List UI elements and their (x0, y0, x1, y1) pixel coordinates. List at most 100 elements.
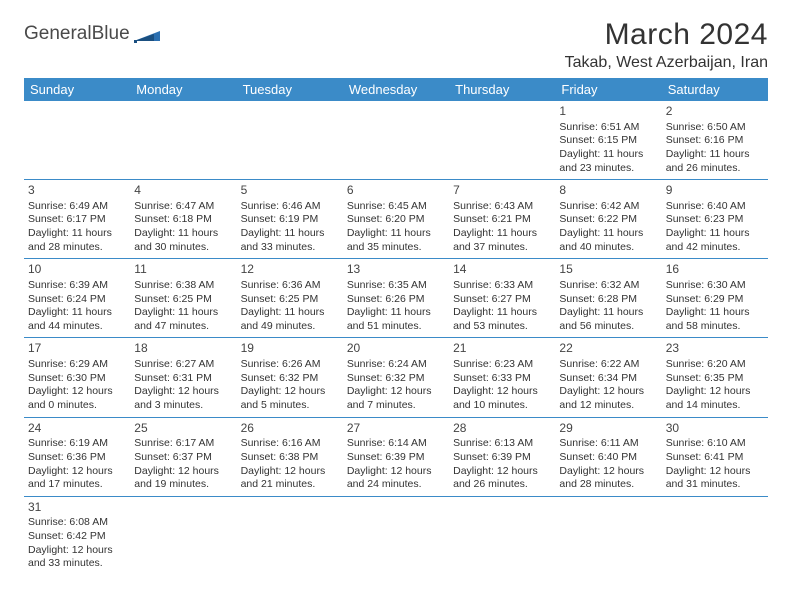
day-number: 27 (347, 421, 445, 437)
calendar-cell: 8Sunrise: 6:42 AMSunset: 6:22 PMDaylight… (555, 180, 661, 259)
day-info: Sunrise: 6:42 AMSunset: 6:22 PMDaylight:… (559, 200, 657, 255)
calendar-cell: 26Sunrise: 6:16 AMSunset: 6:38 PMDayligh… (237, 417, 343, 496)
day-info: Sunrise: 6:35 AMSunset: 6:26 PMDaylight:… (347, 279, 445, 334)
calendar-cell-empty (130, 101, 236, 180)
calendar-cell: 15Sunrise: 6:32 AMSunset: 6:28 PMDayligh… (555, 259, 661, 338)
weekday-header: Thursday (449, 78, 555, 101)
day-number: 25 (134, 421, 232, 437)
calendar-cell: 28Sunrise: 6:13 AMSunset: 6:39 PMDayligh… (449, 417, 555, 496)
day-info: Sunrise: 6:23 AMSunset: 6:33 PMDaylight:… (453, 358, 551, 413)
calendar-cell-empty (237, 101, 343, 180)
day-number: 17 (28, 341, 126, 357)
day-info: Sunrise: 6:29 AMSunset: 6:30 PMDaylight:… (28, 358, 126, 413)
day-info: Sunrise: 6:20 AMSunset: 6:35 PMDaylight:… (666, 358, 764, 413)
day-info: Sunrise: 6:16 AMSunset: 6:38 PMDaylight:… (241, 437, 339, 492)
weekday-header: Wednesday (343, 78, 449, 101)
header: GeneralBlue March 2024 Takab, West Azerb… (24, 18, 768, 72)
calendar-row: 17Sunrise: 6:29 AMSunset: 6:30 PMDayligh… (24, 338, 768, 417)
day-info: Sunrise: 6:19 AMSunset: 6:36 PMDaylight:… (28, 437, 126, 492)
calendar-cell: 9Sunrise: 6:40 AMSunset: 6:23 PMDaylight… (662, 180, 768, 259)
weekday-header: Saturday (662, 78, 768, 101)
day-info: Sunrise: 6:24 AMSunset: 6:32 PMDaylight:… (347, 358, 445, 413)
day-info: Sunrise: 6:17 AMSunset: 6:37 PMDaylight:… (134, 437, 232, 492)
calendar-cell: 22Sunrise: 6:22 AMSunset: 6:34 PMDayligh… (555, 338, 661, 417)
day-number: 2 (666, 104, 764, 120)
calendar-cell: 25Sunrise: 6:17 AMSunset: 6:37 PMDayligh… (130, 417, 236, 496)
logo-text-general: General (24, 23, 92, 44)
day-number: 19 (241, 341, 339, 357)
calendar-row: 31Sunrise: 6:08 AMSunset: 6:42 PMDayligh… (24, 496, 768, 575)
day-number: 3 (28, 183, 126, 199)
day-number: 15 (559, 262, 657, 278)
day-info: Sunrise: 6:10 AMSunset: 6:41 PMDaylight:… (666, 437, 764, 492)
weekday-header: Friday (555, 78, 661, 101)
calendar-cell: 23Sunrise: 6:20 AMSunset: 6:35 PMDayligh… (662, 338, 768, 417)
calendar-cell-empty (343, 101, 449, 180)
day-number: 20 (347, 341, 445, 357)
day-number: 5 (241, 183, 339, 199)
day-number: 16 (666, 262, 764, 278)
day-info: Sunrise: 6:50 AMSunset: 6:16 PMDaylight:… (666, 121, 764, 176)
weekday-header: Monday (130, 78, 236, 101)
calendar-cell: 10Sunrise: 6:39 AMSunset: 6:24 PMDayligh… (24, 259, 130, 338)
calendar-cell-empty (555, 496, 661, 575)
calendar-cell: 30Sunrise: 6:10 AMSunset: 6:41 PMDayligh… (662, 417, 768, 496)
day-number: 29 (559, 421, 657, 437)
calendar-cell: 16Sunrise: 6:30 AMSunset: 6:29 PMDayligh… (662, 259, 768, 338)
calendar-cell: 20Sunrise: 6:24 AMSunset: 6:32 PMDayligh… (343, 338, 449, 417)
flag-icon (134, 25, 160, 43)
calendar-cell-empty (449, 101, 555, 180)
calendar-cell-empty (237, 496, 343, 575)
day-info: Sunrise: 6:26 AMSunset: 6:32 PMDaylight:… (241, 358, 339, 413)
calendar-cell: 7Sunrise: 6:43 AMSunset: 6:21 PMDaylight… (449, 180, 555, 259)
day-info: Sunrise: 6:33 AMSunset: 6:27 PMDaylight:… (453, 279, 551, 334)
day-number: 23 (666, 341, 764, 357)
calendar-cell: 21Sunrise: 6:23 AMSunset: 6:33 PMDayligh… (449, 338, 555, 417)
day-number: 6 (347, 183, 445, 199)
calendar-cell-empty (343, 496, 449, 575)
calendar-cell: 1Sunrise: 6:51 AMSunset: 6:15 PMDaylight… (555, 101, 661, 180)
day-info: Sunrise: 6:43 AMSunset: 6:21 PMDaylight:… (453, 200, 551, 255)
calendar-cell: 6Sunrise: 6:45 AMSunset: 6:20 PMDaylight… (343, 180, 449, 259)
day-number: 4 (134, 183, 232, 199)
day-number: 14 (453, 262, 551, 278)
calendar-cell: 13Sunrise: 6:35 AMSunset: 6:26 PMDayligh… (343, 259, 449, 338)
weekday-header-row: SundayMondayTuesdayWednesdayThursdayFrid… (24, 78, 768, 101)
calendar-row: 10Sunrise: 6:39 AMSunset: 6:24 PMDayligh… (24, 259, 768, 338)
day-number: 24 (28, 421, 126, 437)
day-number: 9 (666, 183, 764, 199)
day-number: 13 (347, 262, 445, 278)
day-info: Sunrise: 6:30 AMSunset: 6:29 PMDaylight:… (666, 279, 764, 334)
day-info: Sunrise: 6:14 AMSunset: 6:39 PMDaylight:… (347, 437, 445, 492)
calendar-cell: 18Sunrise: 6:27 AMSunset: 6:31 PMDayligh… (130, 338, 236, 417)
calendar-cell: 17Sunrise: 6:29 AMSunset: 6:30 PMDayligh… (24, 338, 130, 417)
calendar-body: 1Sunrise: 6:51 AMSunset: 6:15 PMDaylight… (24, 101, 768, 575)
day-info: Sunrise: 6:08 AMSunset: 6:42 PMDaylight:… (28, 516, 126, 571)
calendar-cell: 24Sunrise: 6:19 AMSunset: 6:36 PMDayligh… (24, 417, 130, 496)
day-info: Sunrise: 6:46 AMSunset: 6:19 PMDaylight:… (241, 200, 339, 255)
day-number: 1 (559, 104, 657, 120)
title-block: March 2024 Takab, West Azerbaijan, Iran (565, 18, 768, 72)
calendar-row: 3Sunrise: 6:49 AMSunset: 6:17 PMDaylight… (24, 180, 768, 259)
day-number: 10 (28, 262, 126, 278)
day-info: Sunrise: 6:51 AMSunset: 6:15 PMDaylight:… (559, 121, 657, 176)
day-number: 7 (453, 183, 551, 199)
calendar-cell: 19Sunrise: 6:26 AMSunset: 6:32 PMDayligh… (237, 338, 343, 417)
day-info: Sunrise: 6:45 AMSunset: 6:20 PMDaylight:… (347, 200, 445, 255)
calendar-cell: 27Sunrise: 6:14 AMSunset: 6:39 PMDayligh… (343, 417, 449, 496)
day-number: 26 (241, 421, 339, 437)
day-info: Sunrise: 6:11 AMSunset: 6:40 PMDaylight:… (559, 437, 657, 492)
calendar-cell-empty (24, 101, 130, 180)
day-info: Sunrise: 6:47 AMSunset: 6:18 PMDaylight:… (134, 200, 232, 255)
day-number: 8 (559, 183, 657, 199)
day-number: 11 (134, 262, 232, 278)
day-number: 18 (134, 341, 232, 357)
location: Takab, West Azerbaijan, Iran (565, 54, 768, 72)
calendar-cell: 31Sunrise: 6:08 AMSunset: 6:42 PMDayligh… (24, 496, 130, 575)
calendar-row: 1Sunrise: 6:51 AMSunset: 6:15 PMDaylight… (24, 101, 768, 180)
calendar-cell: 11Sunrise: 6:38 AMSunset: 6:25 PMDayligh… (130, 259, 236, 338)
logo: GeneralBlue (24, 24, 160, 44)
day-info: Sunrise: 6:40 AMSunset: 6:23 PMDaylight:… (666, 200, 764, 255)
day-number: 31 (28, 500, 126, 516)
calendar-cell: 5Sunrise: 6:46 AMSunset: 6:19 PMDaylight… (237, 180, 343, 259)
